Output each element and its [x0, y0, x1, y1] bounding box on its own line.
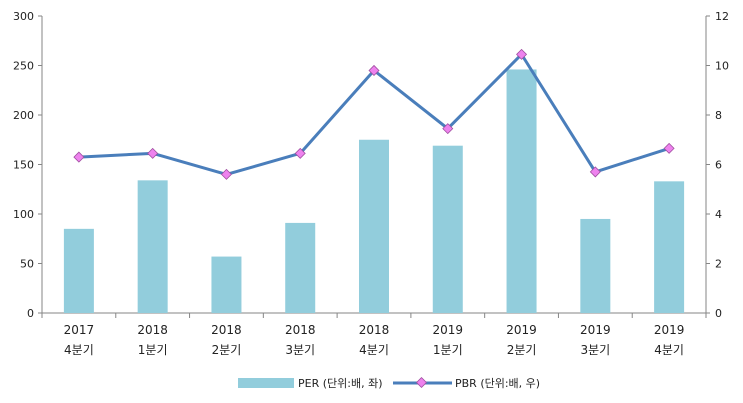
x-label-quarter: 1분기 [433, 343, 463, 357]
pbr-point [220, 168, 232, 180]
y-left-tick-label: 300 [13, 10, 34, 23]
x-label-year: 2019 [654, 323, 685, 337]
y-left-tick-label: 250 [13, 60, 34, 73]
y-right-tick-label: 2 [715, 258, 722, 271]
pbr-point [368, 64, 380, 76]
x-label-quarter: 3분기 [580, 343, 610, 357]
x-label-quarter: 3분기 [285, 343, 315, 357]
per-bar [432, 145, 463, 313]
pbr-point [73, 151, 85, 163]
y-right-tick-label: 4 [715, 208, 722, 221]
y-left-tick-label: 0 [27, 307, 34, 320]
pbr-point [516, 48, 528, 60]
pbr-point [442, 123, 454, 135]
x-label-year: 2017 [64, 323, 95, 337]
per-bar [580, 218, 611, 313]
x-label-year: 2018 [285, 323, 316, 337]
x-label-quarter: 1분기 [138, 343, 168, 357]
per-bar [359, 139, 389, 313]
x-label-quarter: 4분기 [359, 343, 389, 357]
legend-label-per: PER (단위:배, 좌) [298, 377, 383, 390]
x-label-year: 2018 [211, 323, 242, 337]
x-label-quarter: 4분기 [654, 343, 684, 357]
pbr-point [589, 166, 601, 178]
x-label-year: 2019 [580, 323, 611, 337]
pbr-point [147, 147, 159, 159]
pbr-point [294, 147, 306, 159]
per-bar [137, 180, 168, 313]
x-label-quarter: 2분기 [212, 343, 242, 357]
x-label-quarter: 4분기 [64, 343, 94, 357]
y-left-tick-label: 100 [13, 208, 34, 221]
per-bar [63, 228, 94, 313]
per-bars [63, 69, 685, 314]
per-bar [211, 256, 242, 313]
x-label-year: 2018 [359, 323, 390, 337]
y-right-tick-label: 8 [715, 109, 722, 122]
y-left-tick-label: 150 [13, 159, 34, 172]
x-axis-labels: 2017 4분기 2018 1분기 2018 2분기 2018 3분기 2018 4분기 2019 1… [64, 323, 685, 357]
y-right-tick-label: 12 [715, 10, 729, 23]
per-bar [654, 181, 685, 313]
legend-label-pbr: PBR (단위:배, 우) [455, 377, 540, 390]
legend: PER (단위:배, 좌) PBR (단위:배, 우) [238, 376, 540, 390]
y-left-tick-label: 50 [20, 258, 34, 271]
pbr-point [663, 142, 675, 154]
per-bar [506, 69, 537, 314]
y-right-tick-label: 0 [715, 307, 722, 320]
per-bar [285, 222, 316, 313]
y-left-tick-label: 200 [13, 109, 34, 122]
y-right-tick-label: 6 [715, 159, 722, 172]
x-label-quarter: 2분기 [507, 343, 537, 357]
x-label-year: 2019 [506, 323, 537, 337]
x-label-year: 2018 [137, 323, 168, 337]
pbr-line [73, 48, 675, 180]
x-label-year: 2019 [433, 323, 464, 337]
legend-swatch-per [238, 378, 294, 388]
y-right-tick-label: 10 [715, 60, 729, 73]
legend-swatch-pbr-marker [415, 376, 428, 389]
